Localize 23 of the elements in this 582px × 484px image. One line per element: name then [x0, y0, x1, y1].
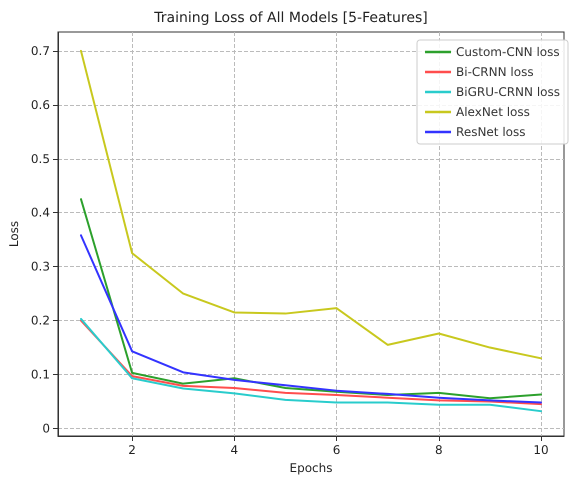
- x-tick-label: 6: [332, 443, 340, 457]
- y-tick-label: 0.4: [30, 206, 50, 220]
- line-series: [80, 198, 542, 400]
- chart-title: Training Loss of All Models [5-Features]: [153, 10, 428, 26]
- x-tick-label: 8: [434, 443, 443, 457]
- x-tick-label: 4: [230, 443, 238, 457]
- line-series: [80, 234, 542, 404]
- y-tick-label: 0.3: [30, 260, 50, 274]
- legend-label: Bi-CRNN loss: [456, 65, 534, 79]
- x-tick-label: 2: [128, 443, 136, 457]
- y-tick-label: 0.6: [30, 98, 50, 112]
- y-tick-label: 0.7: [30, 44, 50, 58]
- legend-label: AlexNet loss: [456, 105, 530, 119]
- legend-label: ResNet loss: [456, 125, 526, 139]
- legend-label: Custom-CNN loss: [456, 45, 560, 59]
- y-tick-label: 0: [42, 421, 50, 436]
- x-axis-title: Epochs: [289, 461, 332, 475]
- x-tick-label: 10: [533, 443, 549, 457]
- y-tick-label: 0.5: [30, 152, 50, 166]
- y-tick-label: 0.1: [30, 368, 50, 382]
- y-axis-title: Loss: [7, 220, 21, 248]
- legend-label: BiGRU-CRNN loss: [456, 85, 560, 99]
- y-tick-label: 0.2: [30, 314, 50, 328]
